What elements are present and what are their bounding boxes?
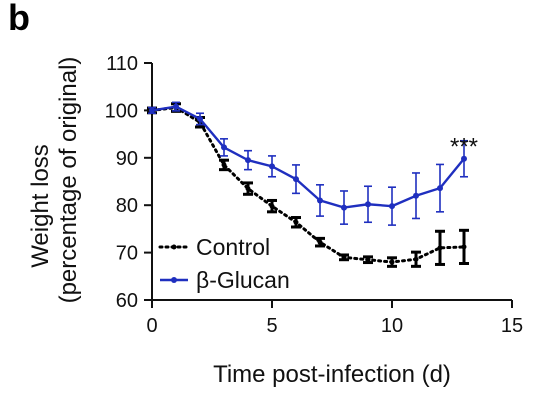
data-point [389,203,395,210]
data-point [221,144,227,151]
y-axis-title-line-2: (percentage of original) [55,57,82,304]
y-tick-label: 90 [116,148,138,170]
data-point [365,201,371,208]
plot-area [147,101,469,268]
legend-label: Control [196,234,270,260]
y-axis-title-line-1: Weight loss [27,144,54,268]
axes: 60 70 80 90 100 110 0 5 10 15 [105,53,524,337]
x-tick-label: 5 [266,315,277,337]
x-tick-label: 15 [501,315,523,337]
data-point [437,185,443,192]
data-point [341,204,347,211]
y-tick-label: 60 [116,290,138,312]
legend: Control β-Glucan [158,234,290,293]
data-point [317,197,323,204]
data-point [413,256,419,262]
data-point [461,155,467,162]
data-point [269,163,275,170]
data-point [293,219,299,225]
x-axis-title: Time post-infection (d) [213,361,451,388]
data-point [197,115,203,122]
data-point [341,254,347,260]
data-point [221,162,227,168]
data-point [245,157,251,164]
data-point [293,176,299,183]
y-axis-title: Weight loss (percentage of original) [27,57,82,304]
y-tick-label: 70 [116,243,138,265]
x-tick-label: 10 [381,315,403,337]
data-point [389,259,395,265]
y-tick-label: 80 [116,195,138,217]
legend-label: β-Glucan [196,267,290,293]
data-point [413,192,419,199]
x-tick-label: 0 [146,315,157,337]
legend-marker [171,244,177,250]
series-line [151,105,465,209]
data-point [269,203,275,209]
annotations: *** [450,133,478,160]
y-tick-label: 110 [106,53,138,75]
data-point [437,245,443,251]
data-point [365,257,371,263]
data-point [317,239,323,245]
data-point [173,103,179,110]
y-tick-label: 100 [105,100,138,122]
data-point [245,186,251,192]
series-control [147,102,469,268]
series-line [150,106,466,264]
legend-marker [171,277,177,283]
data-point [149,107,155,114]
data-point [461,244,467,250]
significance-annotation: *** [450,133,478,160]
panel-label: b [8,0,30,38]
series-beta-glucan [148,101,468,226]
